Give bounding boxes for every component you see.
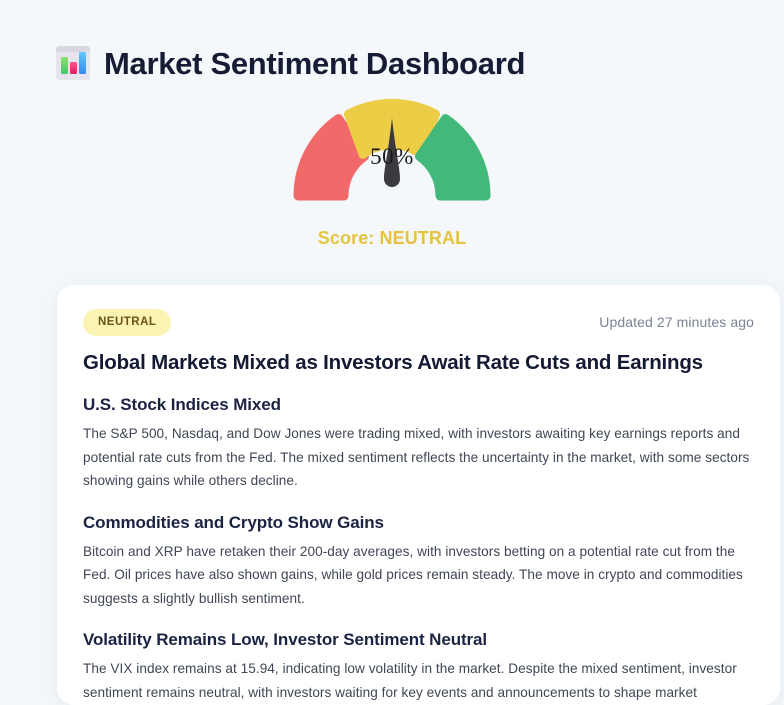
sentiment-gauge-section: 50% Score: NEUTRAL [0,96,784,249]
gauge-segment-bearish [293,114,369,201]
section-heading: U.S. Stock Indices Mixed [83,395,281,414]
page-header: Market Sentiment Dashboard [0,0,784,80]
section-heading: Volatility Remains Low, Investor Sentime… [83,630,488,650]
section-body: The VIX index remains at 15.94, indicati… [83,661,737,700]
gauge-value-label: 50% [370,144,414,169]
sentiment-report-card: NEUTRAL Updated 27 minutes ago Global Ma… [57,285,780,705]
bar-chart-emoji [56,46,90,80]
gauge-segment-bullish [415,114,491,201]
report-section-2: Commodities and Crypto Show Gains Bitcoi… [83,513,754,611]
gauge-svg [293,98,491,201]
page-title: Market Sentiment Dashboard [104,45,526,81]
section-body: The S&P 500, Nasdaq, and Dow Jones were … [83,426,750,489]
section-body: Bitcoin and XRP have retaken their 200-d… [83,543,743,606]
sentiment-gauge: 50% [282,96,502,202]
report-section-1: U.S. Stock Indices Mixed The S&P 500, Na… [83,395,754,493]
status-badge: NEUTRAL [83,308,172,336]
card-header: NEUTRAL Updated 27 minutes ago [83,307,754,337]
gauge-needle [384,118,400,187]
gauge-score-label: Score: NEUTRAL [317,228,467,248]
updated-timestamp: Updated 27 minutes ago [599,314,754,330]
article-title: Global Markets Mixed as Investors Await … [83,351,703,374]
section-heading: Commodities and Crypto Show Gains [83,512,384,532]
